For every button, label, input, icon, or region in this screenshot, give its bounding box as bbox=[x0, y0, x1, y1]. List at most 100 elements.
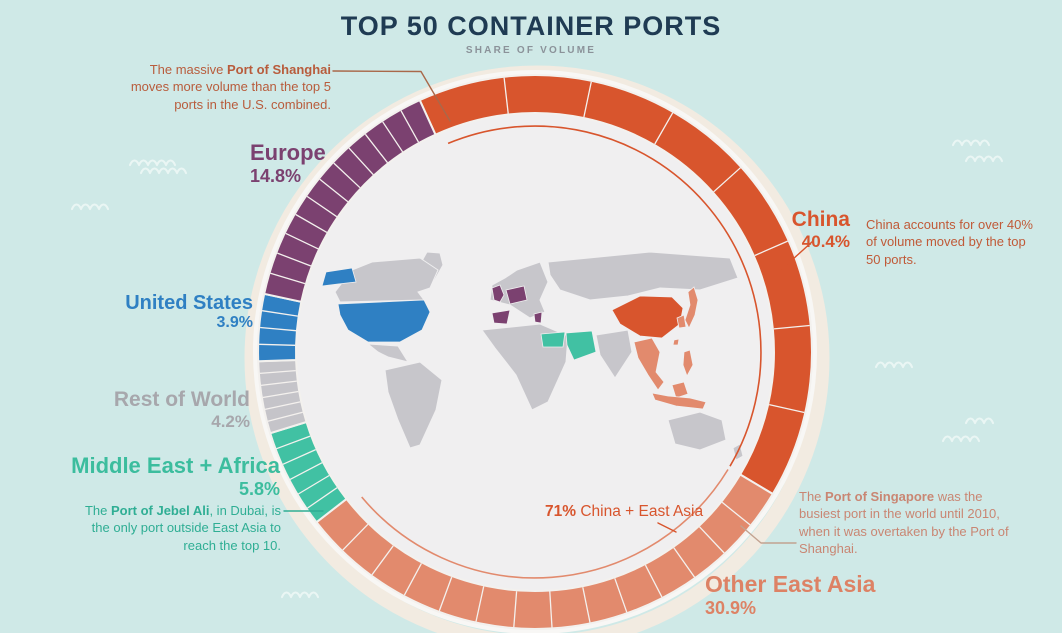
segment-percent: 3.9% bbox=[216, 314, 253, 332]
port-tick bbox=[400, 110, 420, 143]
port-tick bbox=[307, 487, 338, 509]
annotation-shanghai: The massive Port of Shanghai moves more … bbox=[119, 61, 331, 113]
port-tick bbox=[673, 547, 696, 578]
port-tick bbox=[319, 178, 349, 203]
segment-percent: 14.8% bbox=[250, 165, 302, 186]
port-tick bbox=[282, 449, 316, 465]
annotation-china: China accounts for over 40% of volume mo… bbox=[866, 216, 1038, 268]
combined-callout-71-percent: 71% China + East Asia bbox=[545, 503, 703, 521]
wave-icon bbox=[964, 417, 995, 425]
annotation-text: The bbox=[84, 503, 111, 518]
port-tick bbox=[259, 369, 296, 375]
annotation-bold: Port of Shanghai bbox=[227, 62, 331, 77]
port-tick bbox=[277, 252, 312, 267]
annotation-text: was the busiest port in the world until … bbox=[799, 489, 1009, 557]
annotation-jebel-ali: The Port of Jebel Ali, in Dubai, is the … bbox=[73, 502, 281, 554]
71-percent-arc-east-asia bbox=[361, 469, 729, 579]
port-tick bbox=[582, 587, 591, 623]
port-tick bbox=[614, 578, 628, 613]
port-tick bbox=[262, 310, 298, 317]
header: TOP 50 CONTAINER PORTS SHARE OF VOLUME bbox=[0, 11, 1062, 56]
port-tick bbox=[289, 462, 323, 480]
wave-icon bbox=[941, 435, 981, 443]
71-percent-leader-line bbox=[657, 522, 677, 533]
map-east-asia-highlight bbox=[633, 286, 707, 410]
port-tick bbox=[295, 213, 328, 233]
map-taiwan bbox=[672, 338, 680, 346]
port-tick bbox=[270, 272, 306, 285]
port-tick bbox=[259, 343, 296, 346]
port-tick bbox=[262, 390, 299, 399]
port-tick bbox=[403, 563, 422, 596]
page-subtitle: SHARE OF VOLUME bbox=[465, 45, 597, 56]
port-tick bbox=[583, 81, 592, 118]
map-australia bbox=[667, 411, 727, 451]
map-borneo bbox=[671, 381, 689, 399]
map-land-gray bbox=[334, 251, 744, 461]
world-map bbox=[321, 251, 744, 461]
port-tick bbox=[721, 501, 751, 526]
port-tick bbox=[297, 474, 330, 495]
map-middle-east-highlight bbox=[540, 330, 597, 361]
wave-decorations bbox=[70, 139, 1004, 599]
port-tick bbox=[276, 435, 311, 450]
wave-icon bbox=[964, 155, 1004, 163]
port-tick bbox=[371, 545, 394, 576]
segment-name: Middle East + Africa bbox=[71, 453, 280, 478]
port-tick bbox=[769, 403, 805, 414]
wave-icon bbox=[139, 167, 188, 175]
port-tick bbox=[713, 167, 741, 193]
map-south-america bbox=[384, 361, 443, 449]
segment-label-china: China 40.4% bbox=[792, 208, 850, 251]
segment-name: United States bbox=[125, 292, 253, 314]
annotation-bold: Port of Singapore bbox=[825, 489, 935, 504]
port-tick bbox=[333, 162, 361, 189]
china-leader-line bbox=[781, 240, 814, 270]
map-mexico bbox=[366, 343, 410, 363]
segment-name: Rest of World bbox=[113, 388, 250, 411]
port-tick bbox=[438, 576, 453, 612]
map-uk bbox=[491, 284, 505, 303]
segment-percent: 5.8% bbox=[238, 478, 280, 499]
port-tick bbox=[264, 401, 301, 411]
map-canada bbox=[334, 257, 439, 303]
map-greece bbox=[533, 311, 543, 324]
leader-lines bbox=[283, 70, 814, 544]
map-united-states bbox=[337, 299, 431, 343]
segment-percent: 40.4% bbox=[801, 231, 850, 251]
segment-name: Other East Asia bbox=[705, 571, 876, 597]
wave-icon bbox=[70, 203, 110, 211]
port-tick bbox=[260, 380, 297, 387]
wave-icon bbox=[280, 591, 320, 599]
donut-ring bbox=[257, 74, 813, 630]
annotation-text: The massive bbox=[149, 62, 227, 77]
port-tick bbox=[754, 240, 788, 257]
map-egypt bbox=[540, 331, 566, 348]
segment-label-rest-of-world: Rest of World 4.2% bbox=[114, 388, 250, 431]
port-tick bbox=[364, 133, 389, 164]
port-tick bbox=[503, 77, 509, 114]
port-tick bbox=[654, 112, 674, 145]
page-title: TOP 50 CONTAINER PORTS bbox=[340, 11, 722, 41]
71-percent-arc-china bbox=[447, 125, 762, 467]
map-philippines bbox=[682, 349, 694, 377]
port-tick bbox=[260, 326, 297, 332]
map-alaska bbox=[321, 267, 357, 287]
segment-label-other-east-asia: Other East Asia 30.9% bbox=[705, 571, 876, 618]
port-tick bbox=[382, 121, 404, 153]
map-india bbox=[595, 329, 633, 379]
port-tick bbox=[342, 523, 369, 551]
port-tick bbox=[306, 195, 338, 218]
map-korea bbox=[676, 314, 687, 329]
shanghai-leader-line bbox=[332, 70, 451, 122]
segment-name: China bbox=[791, 208, 850, 231]
port-tick bbox=[267, 411, 303, 422]
port-tick bbox=[285, 232, 319, 250]
map-indonesia bbox=[651, 392, 707, 410]
port-tick bbox=[773, 324, 810, 330]
annotation-bold: Port of Jebel Ali bbox=[110, 503, 210, 518]
singapore-leader-line bbox=[740, 525, 797, 544]
callout-text: China + East Asia bbox=[576, 503, 704, 520]
